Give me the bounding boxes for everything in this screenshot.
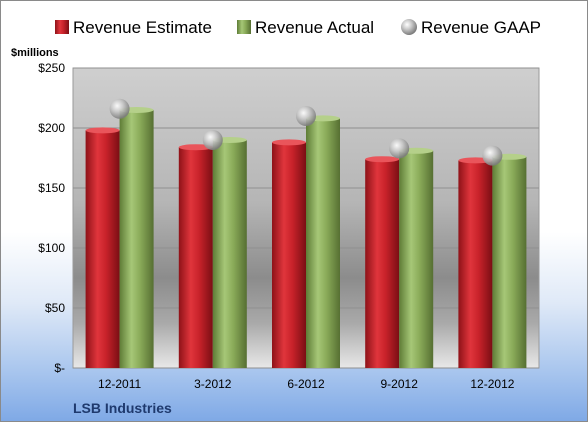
legend-swatch-actual	[237, 20, 251, 34]
legend-label-gaap: Revenue GAAP	[421, 18, 541, 37]
bar-revenue-estimate	[365, 159, 400, 368]
legend-label-actual: Revenue Actual	[255, 18, 374, 37]
bar-revenue-actual	[119, 110, 154, 368]
bar-revenue-actual	[212, 140, 247, 368]
bar-cap-revenue-estimate	[365, 156, 400, 163]
bar-revenue-actual	[399, 150, 434, 368]
gaap-markers	[109, 98, 503, 166]
y-axis-ticks: $- $50 $100 $150 $200 $250	[38, 61, 65, 375]
bar-revenue-actual	[306, 118, 340, 369]
bar-cap-revenue-estimate	[272, 139, 306, 146]
marker-revenue-gaap	[482, 145, 503, 166]
legend: Revenue Estimate Revenue Actual Revenue …	[55, 18, 541, 37]
bars	[85, 107, 527, 369]
y-tick-label: $200	[38, 121, 65, 135]
bar-revenue-estimate	[458, 160, 493, 368]
bar-revenue-actual	[492, 156, 527, 368]
marker-revenue-gaap	[202, 130, 223, 150]
y-tick-label: $150	[38, 181, 65, 195]
marker-revenue-gaap	[296, 106, 316, 126]
bar-cap-revenue-estimate	[178, 144, 213, 151]
bar-revenue-estimate	[178, 147, 213, 368]
x-tick-label: 12-2011	[98, 377, 141, 391]
marker-revenue-gaap	[109, 98, 130, 119]
x-tick-label: 6-2012	[287, 377, 325, 391]
x-tick-label: 3-2012	[194, 377, 232, 391]
legend-label-estimate: Revenue Estimate	[73, 18, 212, 37]
bar-revenue-estimate	[85, 130, 120, 368]
y-tick-label: $50	[45, 301, 65, 315]
bar-cap-revenue-estimate	[85, 127, 120, 134]
legend-marker-gaap	[401, 19, 417, 35]
company-name: LSB Industries	[73, 400, 172, 416]
x-tick-label: 9-2012	[381, 377, 419, 391]
y-tick-label: $100	[38, 241, 65, 255]
x-tick-label: 12-2012	[470, 377, 514, 391]
marker-revenue-gaap	[389, 138, 410, 159]
bar-revenue-estimate	[272, 142, 306, 368]
x-axis-ticks: 12-2011 3-2012 6-2012 9-2012 12-2012	[98, 377, 515, 391]
legend-swatch-estimate	[55, 20, 69, 34]
y-axis-unit-label: $millions	[11, 47, 59, 59]
y-tick-label: $-	[54, 361, 65, 375]
y-tick-label: $250	[38, 61, 65, 75]
